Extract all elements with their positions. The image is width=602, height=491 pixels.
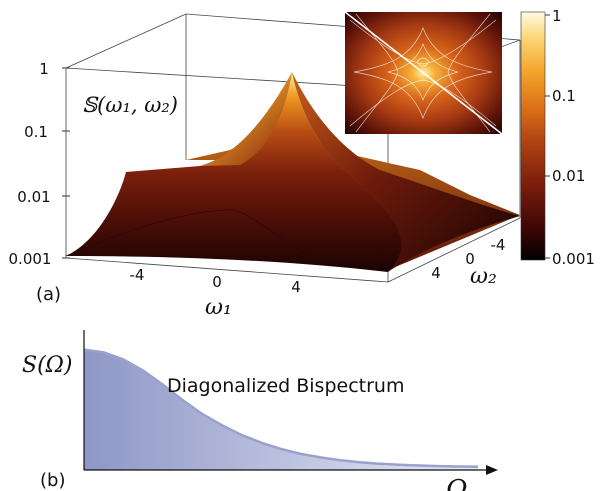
area-x-axis-label: Ω [445, 475, 468, 491]
y-tick-label-0: -4 [491, 236, 506, 254]
colorbar: 1 0.1 0.01 0.001 [520, 7, 595, 268]
colorbar-tick-label-2: 0.01 [552, 167, 585, 185]
panel-label-a: (a) [36, 284, 61, 305]
colorbar-tick-label-3: 0.001 [552, 250, 595, 268]
y-tick-label-2: 4 [431, 264, 441, 282]
panel-label-b: (b) [40, 470, 65, 491]
z-axis: 1 0.1 0.01 0.001 [9, 60, 70, 268]
y-tick-label-1: 0 [465, 250, 475, 268]
y-axis: -4 0 4 [431, 236, 505, 282]
area-series-fill [84, 349, 478, 470]
y-axis-label: ω₂ [470, 264, 497, 289]
area-series-line [83, 348, 479, 469]
bispectrum-surface [65, 72, 520, 272]
x-tick-label-1: 0 [212, 273, 222, 291]
colorbar-tick-label-1: 0.1 [552, 87, 576, 105]
colorbar-tick-label-0: 1 [552, 7, 562, 25]
x-axis: -4 0 4 [130, 266, 301, 296]
z-tick-label-1: 0.1 [24, 123, 48, 141]
x-tick-label-2: 4 [291, 278, 301, 296]
z-tick-label-0: 1 [39, 60, 49, 78]
z-tick-label-2: 0.01 [17, 188, 50, 206]
area-y-axis-label: S(Ω) [22, 353, 72, 378]
x-axis-label: ω₁ [205, 295, 232, 320]
x-axis-arrowhead [486, 465, 498, 475]
area-chart [83, 330, 498, 475]
z-tick-label-3: 0.001 [9, 250, 52, 268]
inset-contour-map [344, 11, 503, 135]
z-axis-label: 𝕊(ω₁, ω₂) [82, 93, 178, 117]
area-annotation: Diagonalized Bispectrum [167, 375, 404, 397]
x-tick-label-0: -4 [130, 266, 145, 284]
